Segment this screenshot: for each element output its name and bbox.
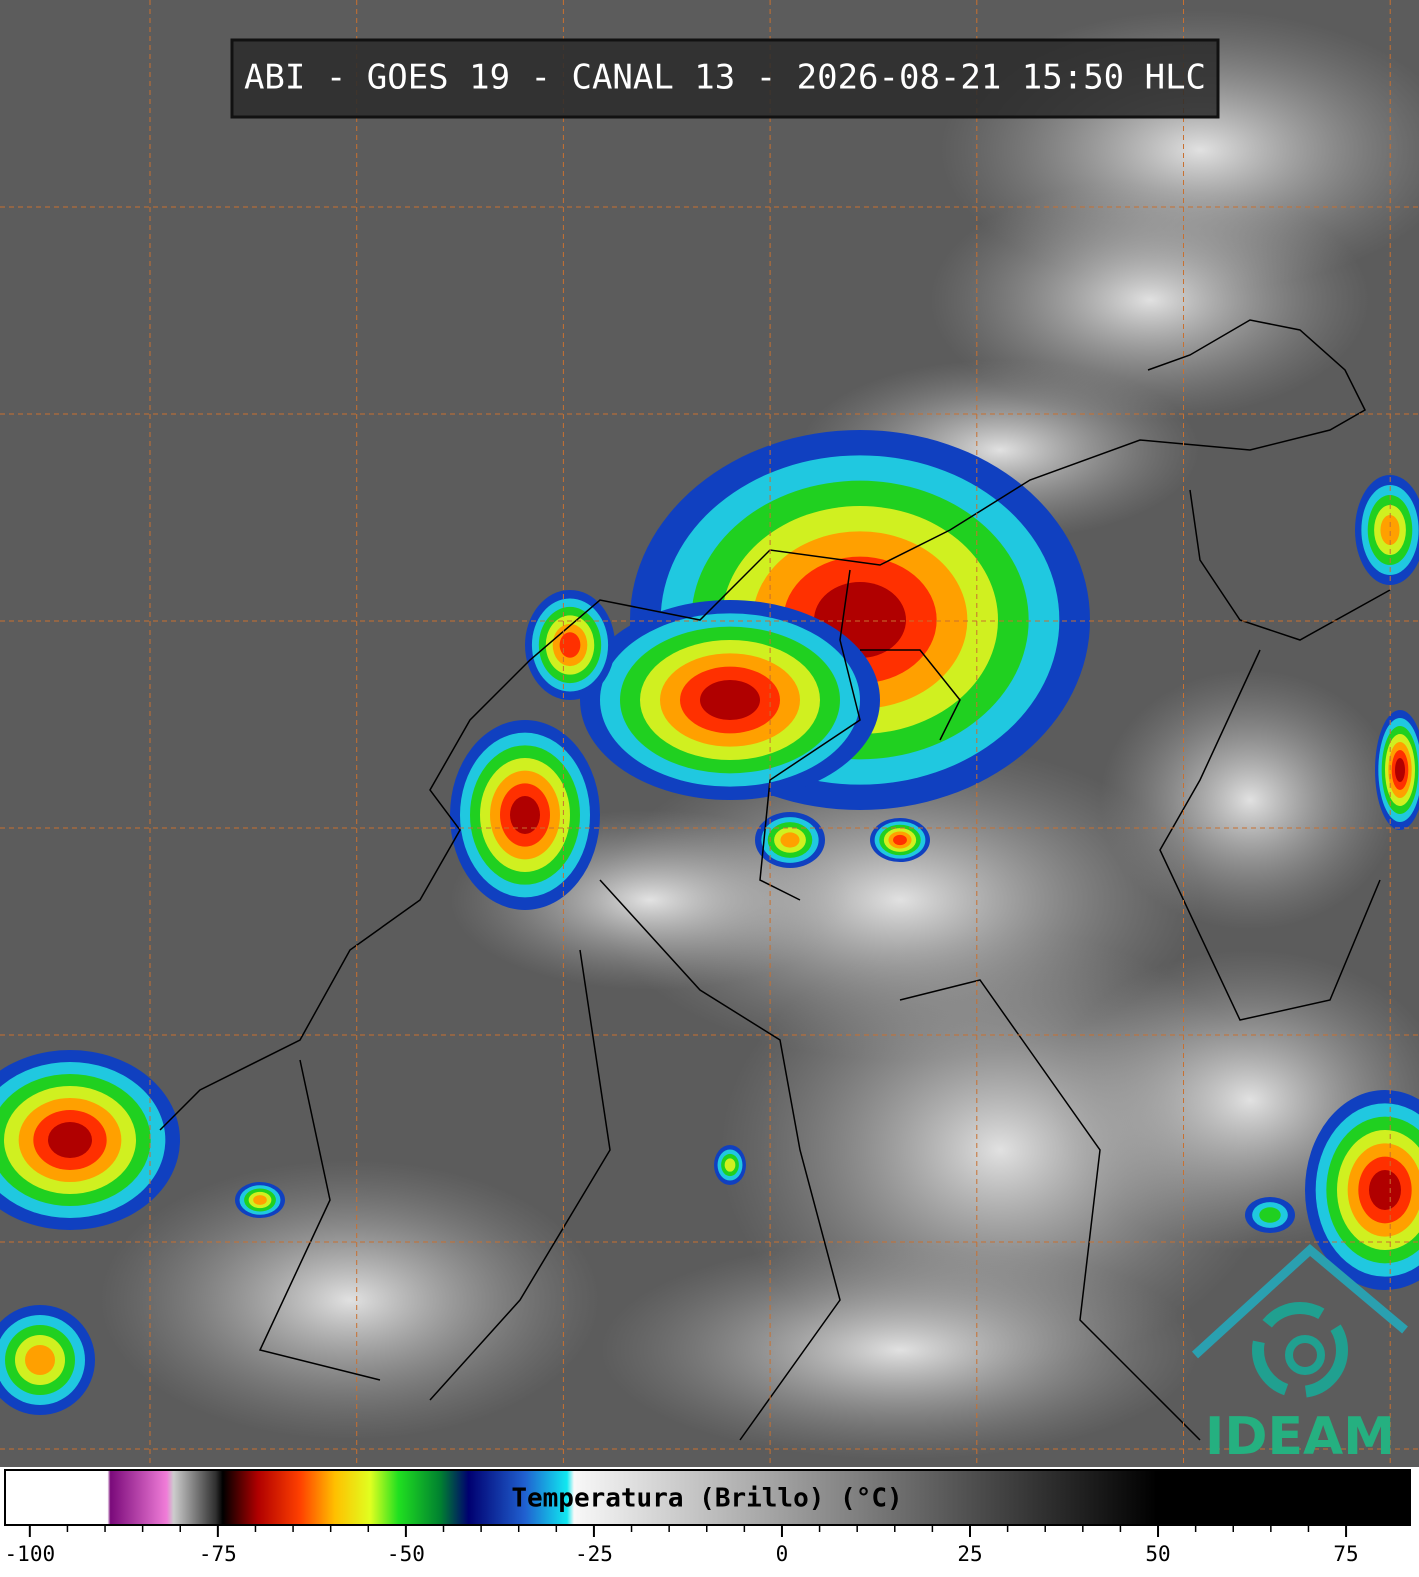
storm-layer bbox=[1369, 1170, 1401, 1210]
logo-swirl bbox=[1252, 1302, 1348, 1398]
coastlines bbox=[159, 319, 1391, 1441]
storm-layer bbox=[1380, 515, 1400, 545]
tick-label: 75 bbox=[1333, 1542, 1358, 1566]
cloud bbox=[930, 180, 1370, 420]
cloud bbox=[600, 1240, 1200, 1460]
tick-label: 50 bbox=[1145, 1542, 1170, 1566]
storm-layer bbox=[893, 834, 907, 846]
tick-label: 0 bbox=[776, 1542, 789, 1566]
colorbar-ticks: -100 -75 -50 -25 0 25 50 75 bbox=[5, 1525, 1359, 1566]
title-box bbox=[230, 38, 1220, 119]
lat-lon-grid bbox=[0, 0, 1419, 1467]
storm-layer bbox=[559, 632, 581, 658]
storm-layer bbox=[780, 832, 800, 848]
logo-text: IDEAM bbox=[1205, 1407, 1395, 1467]
storm-layer bbox=[1259, 1207, 1281, 1223]
title: ABI - GOES 19 - CANAL 13 - 2026-08-21 15… bbox=[244, 58, 1206, 98]
tick-label: 25 bbox=[957, 1542, 982, 1566]
storm-layer bbox=[1395, 758, 1405, 782]
logo-roof bbox=[1191, 1244, 1408, 1359]
storm-layer bbox=[25, 1345, 55, 1375]
storm-layer bbox=[724, 1158, 736, 1172]
colorbar bbox=[4, 1469, 1411, 1526]
storm-layer bbox=[700, 680, 760, 720]
tick-label: -100 bbox=[5, 1542, 56, 1566]
tick-label: -25 bbox=[575, 1542, 613, 1566]
storm-layer bbox=[253, 1195, 267, 1205]
logo: IDEAM bbox=[1191, 1244, 1408, 1467]
tick-label: -75 bbox=[199, 1542, 237, 1566]
tick-label: -50 bbox=[387, 1542, 425, 1566]
storm-layer bbox=[48, 1122, 92, 1158]
cloud bbox=[100, 1160, 600, 1440]
colorbar-label: Temperatura (Brillo) (°C) bbox=[511, 1484, 902, 1514]
logo-eye bbox=[1285, 1335, 1325, 1375]
storm-layer bbox=[510, 796, 540, 834]
cloud bbox=[1100, 670, 1400, 930]
